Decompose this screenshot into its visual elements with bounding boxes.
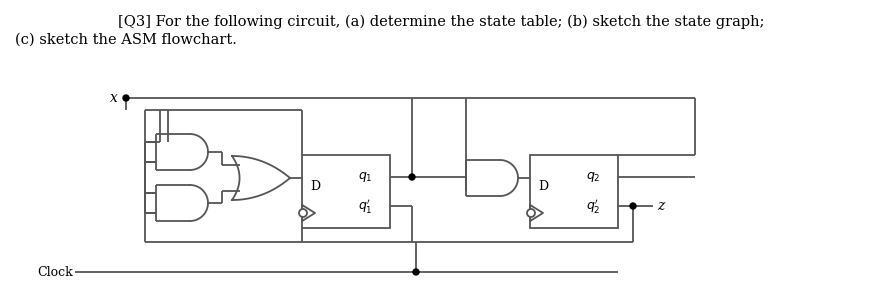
Text: $q_1$: $q_1$ — [358, 170, 373, 184]
Bar — [530, 155, 618, 228]
Circle shape — [527, 209, 535, 217]
Text: $q_2$: $q_2$ — [586, 170, 601, 184]
Text: x: x — [110, 91, 118, 105]
Circle shape — [123, 95, 129, 101]
Text: [Q3] For the following circuit, (a) determine the state table; (b) sketch the st: [Q3] For the following circuit, (a) dete… — [118, 15, 764, 29]
Bar — [302, 155, 390, 228]
Circle shape — [299, 209, 307, 217]
Text: $q_1'$: $q_1'$ — [358, 197, 373, 215]
Text: (c) sketch the ASM flowchart.: (c) sketch the ASM flowchart. — [15, 33, 237, 47]
Text: D: D — [310, 180, 320, 193]
Text: Clock: Clock — [37, 265, 73, 278]
Text: z: z — [657, 199, 664, 213]
Circle shape — [630, 203, 636, 209]
Circle shape — [413, 269, 419, 275]
Text: $q_2'$: $q_2'$ — [586, 197, 601, 215]
Text: D: D — [538, 180, 548, 193]
Circle shape — [409, 174, 415, 180]
